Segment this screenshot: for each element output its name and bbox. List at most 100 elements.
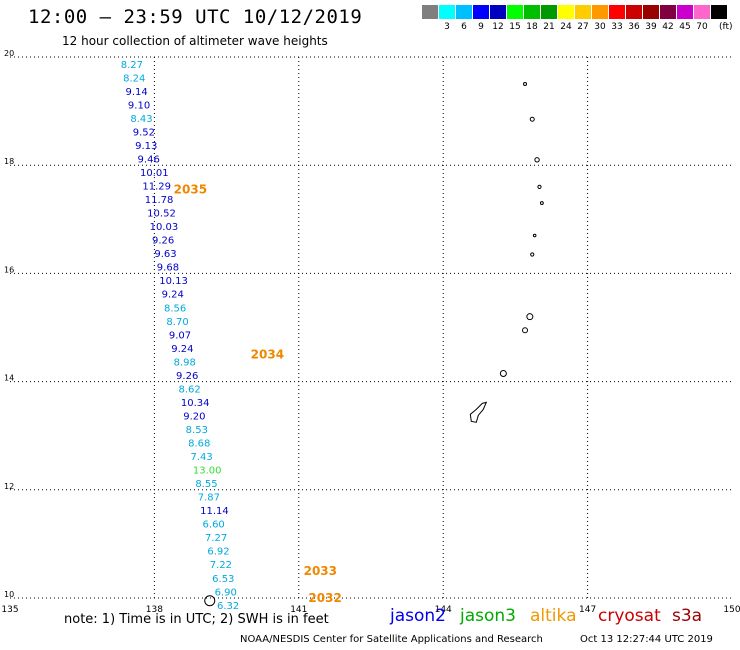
wave-height-value: 6.32 [217, 601, 239, 612]
island-outline [530, 252, 535, 257]
color-scale-label: 70 [696, 22, 708, 32]
color-swatch [473, 5, 489, 19]
color-scale-label: 36 [628, 22, 640, 32]
longitude-tick-label: 138 [146, 605, 163, 615]
wave-height-value: 13.00 [193, 466, 222, 477]
color-scale-label: 45 [679, 22, 691, 32]
wave-height-value: 8.55 [195, 479, 217, 490]
color-swatch [660, 5, 676, 19]
color-scale-label: 6 [461, 22, 467, 32]
latitude-tick-label: 10 [4, 590, 14, 599]
wave-height-value: 10.34 [181, 398, 210, 409]
color-swatch [490, 5, 506, 19]
wave-height-value: 10.52 [147, 209, 176, 220]
latitude-tick-label: 12 [4, 482, 14, 491]
island-outline [204, 595, 216, 607]
color-scale-label: 24 [560, 22, 572, 32]
wave-height-value: 8.62 [178, 384, 200, 395]
color-swatch [439, 5, 455, 19]
color-scale-label: 9 [478, 22, 484, 32]
island-outline [537, 184, 542, 189]
longitude-tick-label: 135 [1, 605, 18, 615]
wave-height-value: 10.13 [159, 276, 188, 287]
satellite-legend-entry: s3a [672, 606, 703, 626]
color-swatch [592, 5, 608, 19]
satellite-legend-entry: jason2 [390, 606, 446, 626]
latitude-tick-label: 14 [4, 374, 14, 383]
wave-height-value: 6.92 [207, 547, 229, 558]
wave-height-value: 10.01 [140, 168, 169, 179]
wave-height-value: 8.70 [166, 317, 188, 328]
color-scale-label: 3 [444, 22, 450, 32]
color-scale-label: 30 [594, 22, 606, 32]
color-swatch [558, 5, 574, 19]
island-outline [529, 116, 535, 122]
color-scale-label: 42 [662, 22, 674, 32]
color-scale-label: 21 [543, 22, 555, 32]
island-outline [523, 82, 528, 87]
color-scale-label: 15 [509, 22, 521, 32]
wave-height-value: 11.29 [142, 182, 171, 193]
wave-height-value: 8.53 [186, 425, 208, 436]
wave-height-value: 6.90 [215, 587, 237, 598]
credit-text: NOAA/NESDIS Center for Satellite Applica… [240, 634, 543, 645]
footer-note: note: 1) Time is in UTC; 2) SWH is in fe… [64, 612, 329, 627]
color-swatch [626, 5, 642, 19]
wave-height-value: 9.63 [154, 249, 176, 260]
wave-height-value: 8.24 [123, 73, 145, 84]
color-swatch [643, 5, 659, 19]
generation-timestamp: Oct 13 12:27:44 UTC 2019 [580, 634, 713, 645]
wave-height-value: 9.26 [176, 371, 198, 382]
latitude-tick-label: 16 [4, 265, 14, 274]
color-swatch [711, 5, 727, 19]
island-outline [522, 327, 529, 334]
color-scale-label: 27 [577, 22, 589, 32]
wave-height-value: 9.52 [133, 127, 155, 138]
island-outline [539, 201, 544, 205]
wave-height-value: 7.87 [198, 493, 220, 504]
longitude-tick-label: 147 [579, 605, 596, 615]
wave-height-value: 9.24 [171, 344, 193, 355]
satellite-legend-entry: cryosat [598, 606, 661, 626]
color-swatch [456, 5, 472, 19]
latitude-tick-label: 18 [4, 157, 14, 166]
island-outline [532, 233, 537, 238]
wave-height-value: 8.56 [164, 303, 186, 314]
wave-height-value: 8.98 [174, 357, 196, 368]
wave-height-value: 9.14 [126, 87, 148, 98]
map-title: 12:00 – 23:59 UTC 10/12/2019 [28, 6, 363, 28]
wave-height-value: 9.20 [183, 411, 205, 422]
guam-outline [469, 401, 488, 423]
wave-height-value: 9.24 [162, 290, 184, 301]
longitude-tick-label: 150 [723, 605, 740, 615]
wave-height-value: 9.07 [169, 330, 191, 341]
island-outline [526, 313, 534, 321]
pass-time-label: 2033 [304, 564, 337, 578]
island-outline [534, 157, 540, 163]
wave-height-value: 10.03 [150, 222, 179, 233]
wave-height-value: 11.14 [200, 506, 229, 517]
color-scale-label: 33 [611, 22, 623, 32]
color-scale-label: 18 [526, 22, 538, 32]
wave-height-value: 6.53 [212, 574, 234, 585]
color-scale-label: 12 [492, 22, 504, 32]
island-outline [499, 369, 507, 377]
pass-time-label: 2035 [174, 183, 207, 197]
color-swatch [507, 5, 523, 19]
wave-height-value: 9.26 [152, 236, 174, 247]
color-scale-label: 39 [645, 22, 657, 32]
color-swatch [422, 5, 438, 19]
map-subtitle: 12 hour collection of altimeter wave hei… [62, 34, 328, 48]
color-scale-unit: (ft) [719, 22, 733, 32]
color-swatch [541, 5, 557, 19]
wave-height-value: 9.13 [135, 141, 157, 152]
wave-height-value: 9.10 [128, 100, 150, 111]
color-swatch [524, 5, 540, 19]
wave-height-value: 8.68 [188, 439, 210, 450]
wave-height-value: 7.27 [205, 533, 227, 544]
color-swatch [694, 5, 710, 19]
wave-height-value: 11.78 [145, 195, 174, 206]
wave-height-value: 9.46 [138, 154, 160, 165]
color-swatch [677, 5, 693, 19]
